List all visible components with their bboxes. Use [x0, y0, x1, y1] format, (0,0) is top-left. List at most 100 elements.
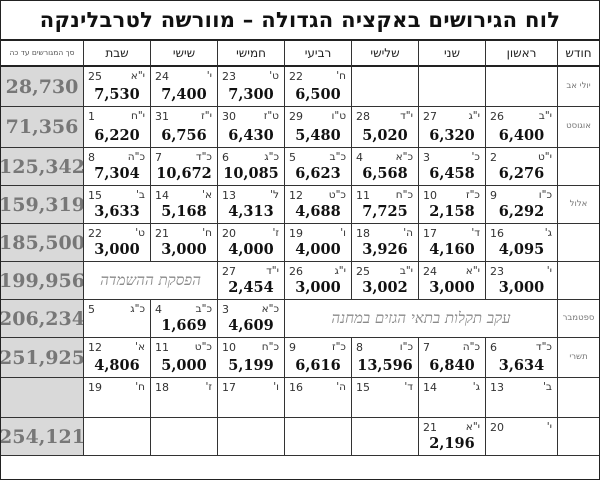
day-number: 12	[289, 189, 303, 202]
hebrew-date: י"ד	[400, 110, 413, 122]
deported-count: 6,292	[498, 203, 545, 220]
deported-count: 4,688	[295, 203, 341, 220]
deported-count: 3,000	[498, 279, 545, 296]
deported-count: 10,672	[156, 165, 212, 182]
empty-cell	[351, 418, 418, 456]
deported-count: 5,480	[295, 127, 341, 144]
month-label	[557, 378, 599, 418]
deported-count: 4,000	[228, 241, 274, 258]
deported-count: 6,840	[429, 357, 475, 374]
day-number: 17	[423, 227, 437, 240]
header-total: סך המגורשים עד כה	[1, 41, 83, 67]
hebrew-date: כ"ג	[130, 303, 145, 315]
hebrew-date: ז'	[272, 227, 279, 239]
deported-count: 3,000	[295, 279, 341, 296]
hebrew-date: ב'	[543, 381, 552, 393]
hebrew-date: כ"ה	[462, 341, 480, 353]
day-cell: 15 ד'	[351, 378, 418, 418]
deported-count: 7,300	[228, 86, 274, 103]
running-total: 206,234	[1, 300, 83, 338]
deported-count: 6,400	[498, 127, 545, 144]
running-total: 199,956	[1, 262, 83, 300]
day-cell: 22 ח' 6,500	[284, 67, 351, 107]
hebrew-date: כ"ב	[329, 151, 346, 163]
hebrew-date: כ"א	[395, 151, 413, 163]
month-label	[557, 148, 599, 186]
day-number: 14	[423, 381, 437, 394]
hebrew-date: כ"ז	[331, 341, 346, 353]
hebrew-date: כ"ד	[195, 151, 212, 163]
day-cell: 23 ט' 7,300	[217, 67, 284, 107]
day-cell: 22 ט' 3,000	[83, 224, 150, 262]
hebrew-date: כ"ה	[127, 151, 145, 163]
empty-cell	[418, 67, 485, 107]
day-cell: 12 כ"ט 4,688	[284, 186, 351, 224]
day-number: 3	[222, 303, 229, 316]
interruption-note: הפסקת ההשמדה	[83, 262, 217, 300]
deported-count: 6,430	[228, 127, 274, 144]
day-number: 21	[423, 421, 437, 434]
running-total: 125,342	[1, 148, 83, 186]
running-total: 28,730	[1, 67, 83, 107]
hebrew-date: י"א	[465, 421, 480, 433]
day-number: 27	[423, 110, 437, 123]
day-number: 16	[490, 227, 504, 240]
interruption-note: עקב תקלות בתאי הגזים במחנה	[284, 300, 557, 338]
day-number: 9	[490, 189, 497, 202]
day-cell: 10 כ"ז 2,158	[418, 186, 485, 224]
day-cell: 4 כ"ב 1,669	[150, 300, 217, 338]
deported-count: 5,199	[228, 357, 274, 374]
day-number: 14	[155, 189, 169, 202]
deported-count: 2,158	[429, 203, 475, 220]
day-cell: 18 ז'	[150, 378, 217, 418]
hebrew-date: כ"א	[261, 303, 279, 315]
day-number: 22	[88, 227, 102, 240]
deported-count: 6,623	[295, 165, 341, 182]
day-number: 5	[289, 151, 296, 164]
day-cell: 24 י"א 3,000	[418, 262, 485, 300]
hebrew-date: כ"ט	[328, 189, 346, 201]
day-cell: 13 ל' 4,313	[217, 186, 284, 224]
month-label: אלול	[557, 186, 599, 224]
day-number: 24	[423, 265, 437, 278]
day-cell: 4 כ"א 6,568	[351, 148, 418, 186]
day-cell: 27 י"ג 6,320	[418, 107, 485, 148]
deported-count: 4,000	[295, 241, 341, 258]
day-number: 8	[88, 151, 95, 164]
day-number: 6	[490, 341, 497, 354]
hebrew-date: ב'	[136, 189, 145, 201]
empty-cell	[485, 67, 557, 107]
calendar-grid: חודש ראשון שני שלישי רביעי חמישי שישי שבת סך המג…	[1, 41, 599, 456]
empty-cell	[150, 418, 217, 456]
month-label: תשרי	[557, 338, 599, 378]
hebrew-date: א'	[202, 189, 212, 201]
day-number: 31	[155, 110, 169, 123]
hebrew-date: י"א	[465, 265, 480, 277]
day-number: 10	[423, 189, 437, 202]
deported-count: 3,633	[94, 203, 140, 220]
day-cell: 9 כ"ז 6,616	[284, 338, 351, 378]
hebrew-date: ח'	[135, 381, 145, 393]
day-cell: 8 כ"ה 7,304	[83, 148, 150, 186]
day-cell: 17 ו'	[217, 378, 284, 418]
hebrew-date: כ"ד	[535, 341, 552, 353]
empty-cell	[83, 418, 150, 456]
deported-count: 13,596	[357, 357, 413, 374]
empty-cell	[284, 418, 351, 456]
deported-count: 7,725	[362, 203, 408, 220]
hebrew-date: ט'	[135, 227, 145, 239]
day-number: 19	[289, 227, 303, 240]
running-total: 159,319	[1, 186, 83, 224]
day-cell: 21 י"א 2,196	[418, 418, 485, 456]
hebrew-date: ל'	[270, 189, 279, 201]
hebrew-date: כ"ח	[395, 189, 413, 201]
day-number: 4	[356, 151, 363, 164]
header-day-1: ראשון	[485, 41, 557, 67]
deported-count: 7,400	[161, 86, 207, 103]
day-number: 18	[356, 227, 370, 240]
day-number: 3	[423, 151, 430, 164]
day-number: 15	[356, 381, 370, 394]
hebrew-date: ח'	[202, 227, 212, 239]
day-number: 20	[490, 421, 504, 434]
day-cell: 20 ז' 4,000	[217, 224, 284, 262]
